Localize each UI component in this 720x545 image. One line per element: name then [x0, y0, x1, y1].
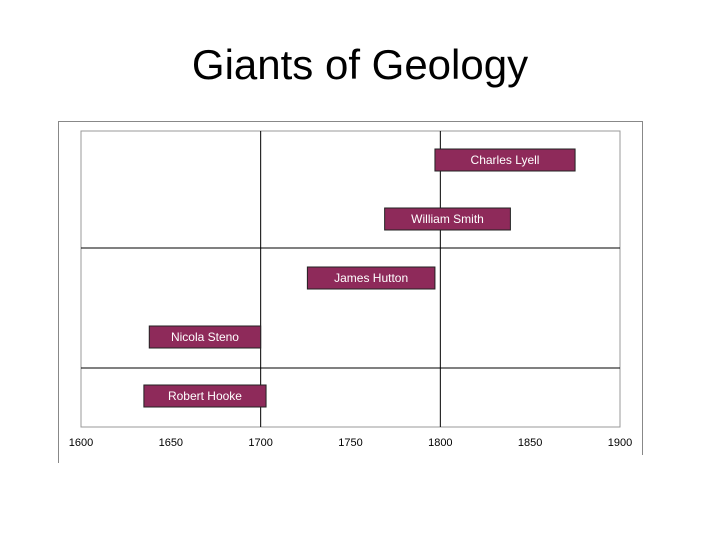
bar-label: Charles Lyell — [471, 153, 540, 167]
x-tick-label: 1850 — [518, 437, 542, 449]
bar-label: Nicola Steno — [171, 330, 239, 344]
bar — [306, 266, 436, 290]
x-tick-label: 1900 — [608, 437, 632, 449]
x-tick-label: 1600 — [69, 437, 93, 449]
slide-title: Giants of Geology — [192, 41, 528, 88]
bar — [143, 384, 267, 408]
bar-label: William Smith — [411, 212, 484, 226]
x-tick-label: 1650 — [159, 437, 183, 449]
bar — [434, 148, 576, 172]
bar-label: Robert Hooke — [168, 389, 242, 403]
plot-area — [80, 130, 621, 428]
x-tick-label: 1750 — [338, 437, 362, 449]
frame-mask — [0, 463, 720, 540]
bar — [384, 207, 511, 231]
bar-label: James Hutton — [334, 271, 408, 285]
bar — [148, 325, 262, 349]
x-tick-label: 1800 — [428, 437, 452, 449]
x-tick-label: 1700 — [248, 437, 272, 449]
